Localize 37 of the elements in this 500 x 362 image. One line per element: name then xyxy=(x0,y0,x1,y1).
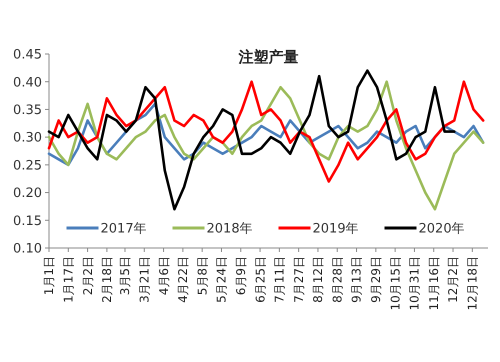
y-tick-label: 0.10 xyxy=(13,242,42,257)
chart-title: 注塑产量 xyxy=(238,48,298,66)
x-tick-label: 2月2日 xyxy=(80,256,95,296)
x-tick-label: 7月11日 xyxy=(272,256,287,303)
x-tick-label: 12月18日 xyxy=(466,256,480,311)
x-tick-label: 8月28日 xyxy=(330,256,344,303)
x-tick-label: 4月6日 xyxy=(156,256,171,296)
x-tick-label: 12月2日 xyxy=(446,256,460,303)
x-tick-label: 5月24日 xyxy=(214,256,229,303)
y-tick-label: 0.25 xyxy=(13,158,42,174)
x-tick-label: 11月16日 xyxy=(426,256,441,311)
y-tick-label: 0.35 xyxy=(13,102,42,118)
x-tick-label: 10月31日 xyxy=(408,256,422,311)
x-tick-label: 3月21日 xyxy=(137,256,152,303)
x-tick-label: 1月17日 xyxy=(61,256,76,303)
x-tick-label: 8月12日 xyxy=(311,256,326,303)
x-tick-label: 3月5日 xyxy=(118,256,132,296)
x-tick-label: 5月8日 xyxy=(195,256,210,296)
legend-label: 2017年 xyxy=(100,222,147,237)
y-tick-label: 0.40 xyxy=(13,75,42,90)
x-tick-label: 4月22日 xyxy=(176,256,190,303)
x-tick-label: 9月13日 xyxy=(350,256,364,303)
y-tick-label: 0.30 xyxy=(13,130,42,146)
y-tick-label: 0.15 xyxy=(13,214,42,229)
legend-label: 2020年 xyxy=(418,222,465,237)
x-tick-label: 9月29日 xyxy=(369,256,384,303)
legend-label: 2019年 xyxy=(312,222,359,237)
line-series xyxy=(48,80,484,183)
y-tick-label: 0.20 xyxy=(13,186,42,202)
x-tick-label: 1月1日 xyxy=(42,256,56,296)
x-tick-label: 10月15日 xyxy=(388,256,402,311)
x-tick-label: 6月25日 xyxy=(253,256,268,303)
x-tick-label: 7月27日 xyxy=(292,256,306,303)
x-tick-label: 6月9日 xyxy=(234,256,248,296)
y-tick-label: 0.45 xyxy=(13,48,42,63)
legend-label: 2018年 xyxy=(206,222,253,237)
x-tick-label: 2月18日 xyxy=(100,256,114,303)
